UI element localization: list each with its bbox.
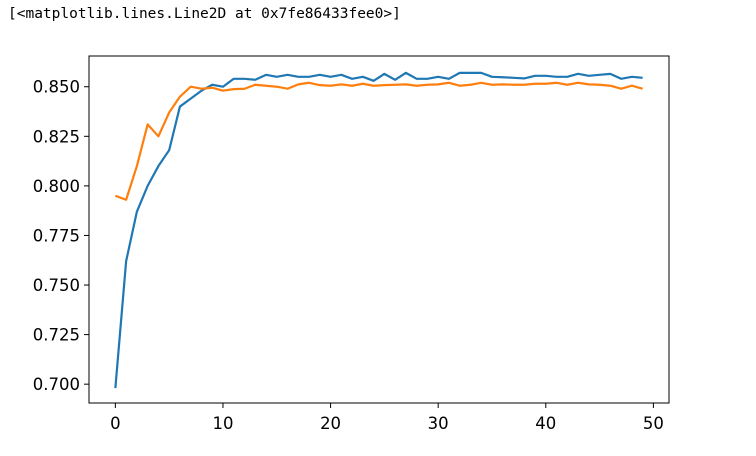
series-line-2	[114, 81, 643, 201]
x-tick-label: 10	[212, 414, 233, 433]
y-tick-label: 0.775	[33, 226, 80, 245]
x-tick-label: 50	[643, 414, 664, 433]
y-tick-label: 0.700	[33, 375, 80, 394]
x-tick-label: 30	[428, 414, 449, 433]
y-tick-label: 0.750	[33, 276, 80, 295]
y-tick-label: 0.725	[33, 326, 80, 345]
series-line-1	[114, 71, 643, 389]
axes-frame	[88, 55, 670, 404]
y-tick-label: 0.800	[33, 177, 80, 196]
cell-output-text: [<matplotlib.lines.Line2D at 0x7fe86433f…	[8, 6, 401, 22]
x-tick-label: 20	[320, 414, 341, 433]
y-tick-label: 0.850	[33, 78, 80, 97]
x-tick-label: 0	[110, 414, 121, 433]
x-tick-label: 40	[535, 414, 556, 433]
y-tick-label: 0.825	[33, 127, 80, 146]
